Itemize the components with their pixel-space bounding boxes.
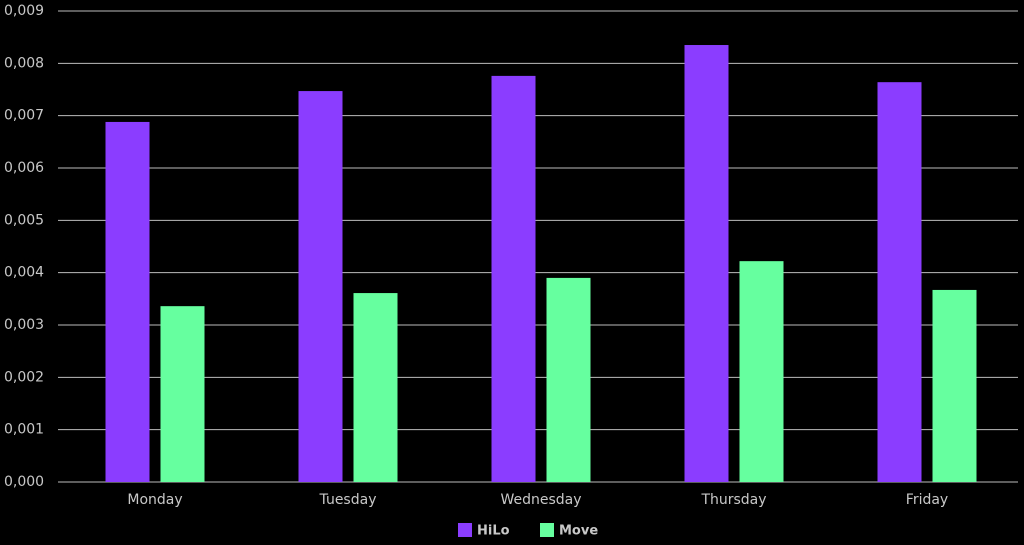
bar [298,91,343,482]
y-tick-label: 0,009 [4,3,44,19]
bar [546,277,591,482]
y-tick-label: 0,002 [4,369,44,385]
legend-swatch [458,523,472,537]
bar [684,45,729,483]
bar [160,306,205,482]
y-tick-label: 0,004 [4,265,44,281]
bar [877,82,922,482]
y-tick-label: 0,008 [4,55,44,71]
legend-swatch [540,523,554,537]
bar [739,261,784,482]
x-tick-label: Friday [906,492,948,508]
bar [105,121,150,483]
bar [353,293,398,482]
x-tick-label: Tuesday [319,492,377,508]
y-tick-label: 0,000 [4,474,44,490]
x-tick-label: Thursday [700,492,766,508]
y-tick-label: 0,005 [4,212,44,228]
y-tick-label: 0,001 [4,422,44,438]
x-tick-label: Monday [127,492,182,508]
x-tick-label: Wednesday [500,492,581,508]
y-tick-label: 0,003 [4,317,44,333]
bar [491,75,536,482]
y-tick-label: 0,006 [4,160,44,176]
y-tick-label: 0,007 [4,108,44,124]
bar [932,289,977,482]
legend-label: HiLo [477,524,510,539]
legend-label: Move [559,524,598,539]
